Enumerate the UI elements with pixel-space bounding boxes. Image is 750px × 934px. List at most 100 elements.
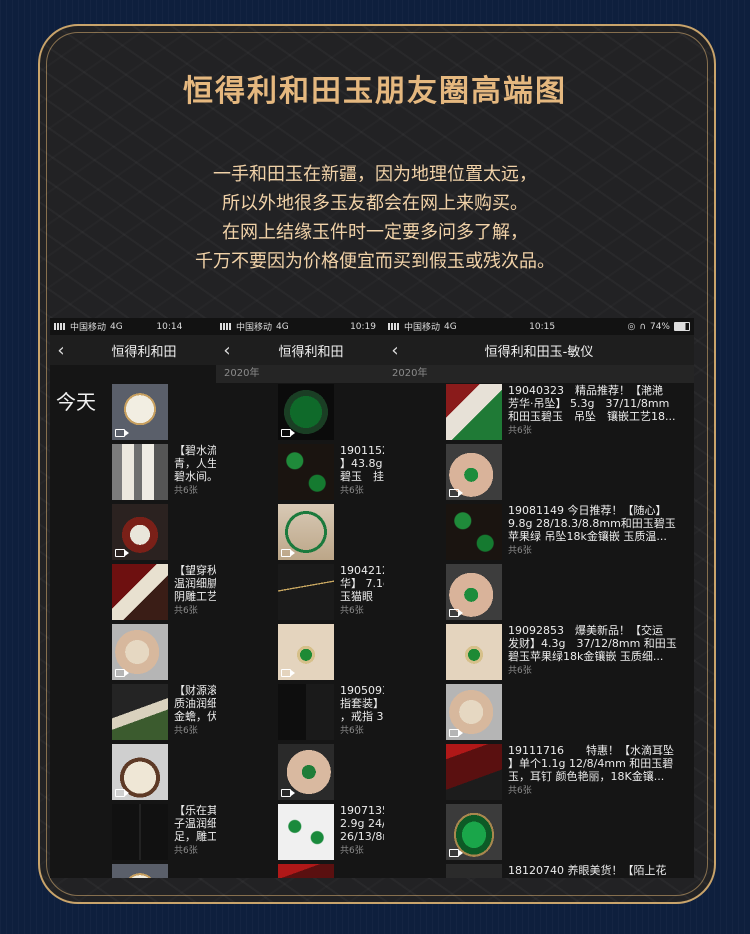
- post-text: 苹果绿 吊坠18k金镶嵌 玉质温...: [508, 530, 667, 543]
- moment-post[interactable]: 1905093 指套装】 ，戒指 3 共6张: [278, 684, 384, 740]
- clock: 10:14: [156, 321, 183, 332]
- moment-post[interactable]: 19092853 爆美新品！【交运 发财】4.3g 37/12/8mm 和田玉 …: [446, 624, 677, 680]
- post-text: 【财源滚: [174, 684, 216, 697]
- post-text: 2.9g 24/: [340, 817, 384, 830]
- post-text: 【乐在其: [174, 804, 216, 817]
- moment-thumb[interactable]: [278, 504, 334, 560]
- post-text: 阴雕工艺: [174, 590, 216, 603]
- video-icon: [449, 489, 463, 497]
- moment-thumb[interactable]: [446, 804, 502, 860]
- video-icon: [281, 549, 295, 557]
- nav-title: 恒得利和田玉-敏仪: [484, 344, 594, 360]
- moment-post[interactable]: 18120740 养眼美货！【陌上花: [446, 864, 666, 878]
- signal-icon: [54, 323, 66, 330]
- intro-line: 所以外地很多玉友都会在网上来购买。: [222, 193, 528, 214]
- nav-bar: ‹ 恒得利和田玉-敏仪: [384, 335, 694, 365]
- video-icon: [449, 609, 463, 617]
- video-icon: [115, 549, 129, 557]
- nav-bar: ‹ 恒得利和田: [50, 335, 216, 365]
- page-title: 恒得利和田玉朋友圈高端图: [183, 74, 567, 109]
- video-icon: [115, 789, 129, 797]
- moment-thumb[interactable]: [112, 384, 168, 440]
- post-text: 19111716 特惠！【水滴耳坠: [508, 744, 674, 757]
- post-text: ，戒指 3: [340, 710, 384, 723]
- signal-icon: [220, 323, 232, 330]
- intro-line: 在网上结缘玉件时一定要多问多了解，: [222, 222, 528, 243]
- post-text: 1904212: [340, 564, 384, 577]
- moment-thumb[interactable]: [112, 504, 168, 560]
- back-arrow-icon[interactable]: ‹: [57, 339, 65, 361]
- network-label: 4G: [276, 321, 289, 332]
- year-label: 2020年: [216, 365, 384, 383]
- moment-thumb[interactable]: [278, 864, 334, 878]
- carrier-label: 中国移动: [236, 323, 273, 333]
- moment-post[interactable]: 【望穿秋 温润细腻 阴雕工艺 共6张: [112, 564, 216, 620]
- moment-post[interactable]: 【碧水流 青，人生 碧水间。 共6张: [112, 444, 216, 500]
- post-text: 【碧水流: [174, 444, 216, 457]
- photo-count: 共6张: [508, 786, 532, 796]
- post-text: 玉猫眼: [340, 590, 373, 603]
- post-text: 19092853 爆美新品！【交运: [508, 624, 663, 637]
- post-text: 9.8g 28/18.3/8.8mm和田玉碧玉: [508, 517, 676, 530]
- moment-thumb[interactable]: [278, 624, 334, 680]
- photo-count: 共6张: [174, 846, 198, 856]
- battery-icon: [674, 322, 690, 331]
- back-arrow-icon[interactable]: ‹: [391, 339, 399, 361]
- carrier-label: 中国移动: [70, 323, 107, 333]
- moment-thumb[interactable]: [112, 624, 168, 680]
- alarm-icon: ◎: [627, 321, 636, 332]
- moment-post[interactable]: 【乐在其 子温润细 足，雕工 共6张: [112, 804, 216, 860]
- moment-thumb[interactable]: [112, 864, 168, 878]
- photo-count: 共6张: [340, 486, 364, 496]
- post-text: 碧玉 挂: [340, 470, 384, 483]
- battery-label: 74%: [649, 321, 670, 332]
- status-bar: 中国移动 4G 10:14: [50, 318, 216, 335]
- photo-count: 共6张: [174, 606, 198, 616]
- intro-line: 千万不要因为价格便宜而买到假玉或残次品。: [195, 251, 555, 272]
- post-text: 华】 7.1g: [340, 577, 384, 590]
- post-text: 】43.8g: [340, 457, 383, 470]
- post-text: 指套装】: [340, 697, 384, 710]
- photo-count: 共6张: [508, 666, 532, 676]
- post-text: 18120740 养眼美货！【陌上花: [508, 864, 667, 877]
- carrier-label: 中国移动: [404, 323, 441, 333]
- moment-post[interactable]: 19011529 】43.8g 碧玉 挂 共6张: [278, 444, 384, 500]
- moment-thumb[interactable]: [446, 684, 502, 740]
- network-label: 4G: [110, 321, 123, 332]
- post-text: 芳华·吊坠】 5.3g 37/11/8mm: [508, 397, 670, 410]
- moment-post[interactable]: 19081149 今日推荐！【随心】 9.8g 28/18.3/8.8mm和田玉…: [446, 504, 676, 560]
- moment-thumb[interactable]: [446, 444, 502, 500]
- photo-count: 共6张: [174, 726, 198, 736]
- post-text: 碧玉苹果绿18k金镶嵌 玉质细...: [508, 650, 664, 663]
- post-text: 1905093: [340, 684, 384, 697]
- post-text: 金蟾，伏: [174, 710, 216, 723]
- moment-thumb[interactable]: [278, 384, 334, 440]
- nav-title: 恒得利和田: [111, 344, 177, 360]
- video-icon: [281, 789, 295, 797]
- moment-thumb[interactable]: [278, 744, 334, 800]
- post-text: 19081149 今日推荐！【随心】: [508, 504, 667, 517]
- post-text: 【望穿秋: [174, 564, 216, 577]
- video-icon: [115, 429, 129, 437]
- photo-count: 共6张: [340, 846, 364, 856]
- moment-post[interactable]: 19040323 精品推荐！【滟滟 芳华·吊坠】 5.3g 37/11/8mm …: [446, 384, 676, 440]
- post-text: 26/13/8m: [340, 830, 384, 843]
- moment-post[interactable]: 【财源滚 质油润细 金蟾，伏 共6张: [112, 684, 216, 740]
- post-text: 玉，耳钉 颜色艳丽，18K金镶...: [508, 770, 665, 783]
- nav-title: 恒得利和田: [278, 344, 344, 360]
- moment-post[interactable]: 1904212 华】 7.1g 玉猫眼 共6张: [278, 564, 384, 620]
- moment-post[interactable]: 19111716 特惠！【水滴耳坠 】单个1.1g 12/8/4mm 和田玉碧 …: [446, 744, 674, 800]
- moment-thumb[interactable]: [112, 744, 168, 800]
- moment-post[interactable]: 1907135 2.9g 24/ 26/13/8m 共6张: [278, 804, 384, 860]
- back-arrow-icon[interactable]: ‹: [223, 339, 231, 361]
- moment-thumb[interactable]: [446, 564, 502, 620]
- video-icon: [281, 429, 295, 437]
- photo-count: 共6张: [174, 486, 198, 496]
- photo-count: 共6张: [340, 606, 364, 616]
- post-text: 和田玉碧玉 吊坠 镶嵌工艺18...: [508, 410, 676, 423]
- post-text: 发财】4.3g 37/12/8mm 和田玉: [508, 637, 677, 650]
- status-bar: 中国移动 4G 10:15 ◎ ∩ 74%: [384, 318, 694, 335]
- headphone-icon: ∩: [639, 321, 646, 332]
- post-text: 】单个1.1g 12/8/4mm 和田玉碧: [508, 757, 674, 770]
- clock: 10:15: [529, 321, 556, 332]
